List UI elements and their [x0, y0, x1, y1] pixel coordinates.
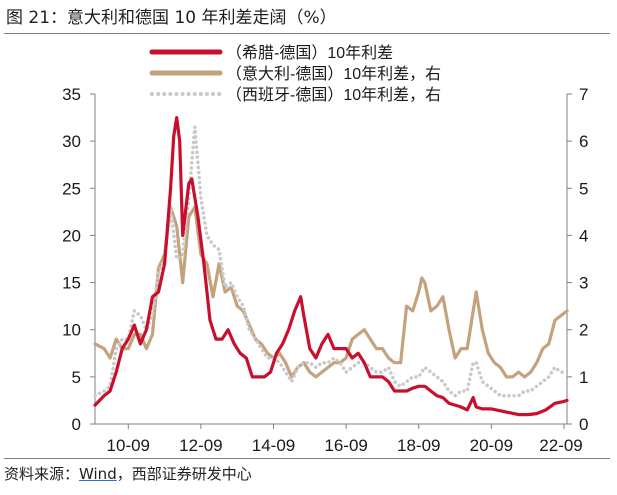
y-left-tick-label: 20	[62, 226, 81, 245]
plot-area: 0 5 10 15 20 25 30 35 0 1 2 3 4 5 6 7 10-09 12-09 14-09 16-…	[62, 85, 588, 455]
y-left-tick-label: 10	[62, 321, 81, 340]
chart-title: 图 21：意大利和德国 10 年利差走阔（%）	[6, 8, 337, 28]
y-right-tick-label: 7	[579, 85, 588, 104]
x-tick-label: 16-09	[324, 436, 367, 455]
series-line-3	[93, 125, 569, 398]
y-right-tick-label: 3	[579, 274, 588, 293]
source-divider	[4, 458, 610, 459]
x-tick-label: 22-09	[539, 436, 582, 455]
y-left-tick-label: 30	[62, 132, 81, 151]
x-tick-label: 20-09	[470, 436, 513, 455]
y-right-tick-label: 2	[579, 321, 588, 340]
x-tick-label: 12-09	[179, 436, 222, 455]
y-right-tick-label: 0	[579, 415, 588, 434]
chart-canvas: 0 5 10 15 20 25 30 35 0 1 2 3 4 5 6 7 10-09 12-09 14-09 16-…	[62, 44, 588, 455]
source-prefix: 资料来源：	[4, 465, 80, 483]
y-left-tick-label: 35	[62, 85, 81, 104]
y-left-tick-label: 5	[72, 368, 81, 387]
x-tick-label: 18-09	[397, 436, 440, 455]
x-tick-label: 14-09	[252, 436, 295, 455]
legend: （希腊-德国）10年利差 （意大利-德国）10年利差，右 （西班牙-德国）10年利差…	[149, 44, 441, 104]
source-note: 资料来源：Wind，西部证券研发中心	[4, 462, 604, 486]
y-left-tick-label: 0	[72, 415, 81, 434]
y-right-tick-label: 5	[579, 179, 588, 198]
y-right-tick-label: 6	[579, 132, 588, 151]
title-divider	[4, 33, 610, 34]
y-right-tick-label: 4	[579, 226, 588, 245]
series-line-2	[93, 205, 569, 379]
series-layer	[93, 115, 569, 417]
series-line-1	[93, 115, 569, 417]
y-left-tick-label: 25	[62, 179, 81, 198]
y-right-tick-label: 1	[579, 368, 588, 387]
legend-label-2: （意大利-德国）10年利差，右	[226, 64, 441, 83]
source-suffix: ，西部证券研发中心	[116, 465, 252, 483]
source-link[interactable]: Wind	[79, 465, 117, 483]
legend-label-3: （西班牙-德国）10年利差，右	[226, 86, 441, 104]
legend-label-1: （希腊-德国）10年利差	[226, 44, 393, 62]
x-tick-label: 10-09	[107, 436, 150, 455]
y-left-tick-label: 15	[62, 274, 81, 293]
